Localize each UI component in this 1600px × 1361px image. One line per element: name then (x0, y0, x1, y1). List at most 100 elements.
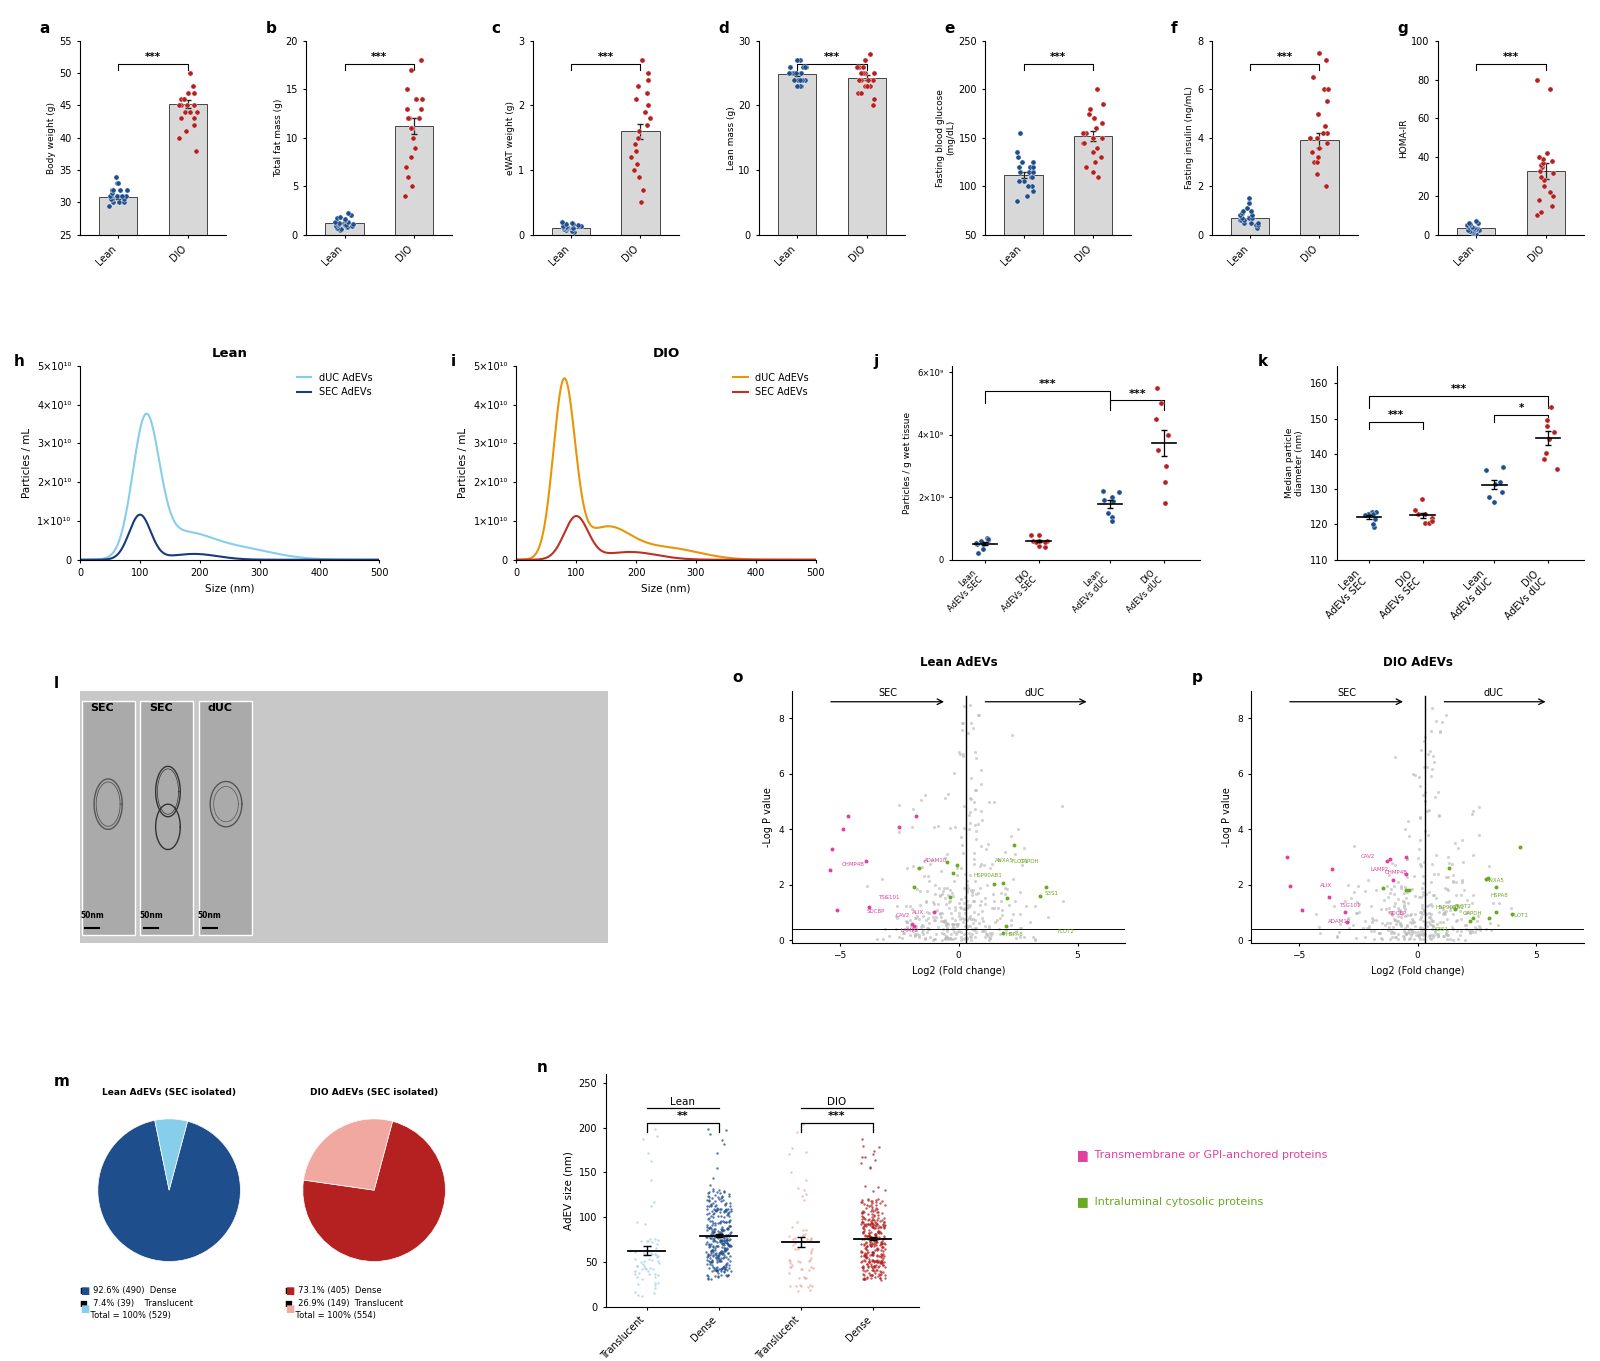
Wedge shape (302, 1121, 445, 1262)
Point (174, 95, 200, 117)
Point (862, 1224, 888, 1245)
Point (872, 1211, 898, 1233)
Point (950, 743, 976, 765)
Point (1354, 917, 1379, 939)
Point (1005, 147, 1030, 169)
Point (1410, 866, 1435, 887)
Point (942, 909, 968, 931)
Point (859, 1249, 885, 1271)
Text: TSG101: TSG101 (1339, 904, 1360, 908)
Point (858, 1226, 883, 1248)
Point (957, 921, 982, 943)
Point (974, 527, 1000, 548)
Point (872, 1233, 898, 1255)
Point (957, 802, 982, 823)
Point (902, 908, 928, 930)
Point (549, 211, 574, 233)
Point (1360, 909, 1386, 931)
Point (902, 925, 928, 947)
Point (1459, 220, 1485, 242)
Point (709, 1218, 734, 1240)
Point (694, 1209, 720, 1230)
Point (866, 1226, 891, 1248)
Point (181, 108, 206, 129)
Point (1434, 901, 1459, 923)
Point (701, 1206, 726, 1228)
Point (1336, 917, 1362, 939)
Point (866, 1204, 891, 1226)
Point (701, 1180, 726, 1202)
Point (874, 886, 899, 908)
Point (891, 923, 917, 945)
Point (1381, 908, 1406, 930)
Point (709, 1191, 734, 1213)
Point (701, 1256, 726, 1278)
Point (946, 902, 971, 924)
Point (1341, 882, 1366, 904)
Point (638, 1150, 664, 1172)
Point (1458, 911, 1483, 932)
Point (864, 1194, 890, 1215)
Point (869, 1263, 894, 1285)
Point (1442, 832, 1467, 853)
Point (974, 923, 1000, 945)
Text: CHMP4B: CHMP4B (1384, 870, 1408, 875)
Point (328, 219, 354, 241)
Point (334, 203, 360, 225)
Point (941, 928, 966, 950)
Point (776, 1262, 802, 1283)
Point (789, 1230, 814, 1252)
Point (1414, 757, 1440, 778)
Point (872, 917, 898, 939)
Point (710, 1206, 736, 1228)
Point (1419, 853, 1445, 875)
Point (870, 1225, 896, 1247)
Text: a: a (38, 22, 50, 37)
Point (1016, 161, 1042, 182)
Point (1411, 902, 1437, 924)
Point (624, 152, 650, 174)
Point (696, 1217, 722, 1239)
Point (701, 1259, 726, 1281)
Point (944, 916, 970, 938)
Point (1392, 845, 1418, 867)
Point (1090, 93, 1115, 114)
Point (715, 1206, 741, 1228)
Point (1445, 894, 1470, 916)
Point (858, 1200, 883, 1222)
Point (938, 879, 963, 901)
Point (1392, 917, 1418, 939)
Point (976, 915, 1002, 936)
Point (698, 1123, 723, 1145)
Point (962, 901, 987, 923)
Point (707, 1211, 733, 1233)
Point (1480, 891, 1506, 913)
Y-axis label: Fasting blood glucose
(mg/dL): Fasting blood glucose (mg/dL) (936, 88, 955, 186)
Point (1416, 912, 1442, 934)
Point (864, 1251, 890, 1273)
Text: ■: ■ (285, 1286, 294, 1296)
Point (853, 1243, 878, 1264)
Point (624, 1211, 650, 1233)
Point (554, 219, 579, 241)
Point (712, 1229, 738, 1251)
Point (869, 1209, 894, 1230)
Point (1003, 191, 1029, 212)
Point (861, 1214, 886, 1236)
Point (1397, 928, 1422, 950)
Point (917, 925, 942, 947)
Point (115, 178, 141, 200)
Point (850, 1263, 875, 1285)
Point (106, 173, 131, 195)
Point (694, 1249, 720, 1271)
Point (867, 1217, 893, 1239)
Point (643, 1263, 669, 1285)
Point (864, 1233, 890, 1255)
Point (710, 1260, 736, 1282)
Point (952, 908, 978, 930)
Point (1434, 924, 1459, 946)
Point (939, 913, 965, 935)
Point (858, 1267, 883, 1289)
Point (990, 923, 1016, 945)
Text: ■  73.1% (405)  Dense
■  26.9% (149)  Translucent
    Total = 100% (554): ■ 73.1% (405) Dense ■ 26.9% (149) Transl… (285, 1286, 403, 1320)
